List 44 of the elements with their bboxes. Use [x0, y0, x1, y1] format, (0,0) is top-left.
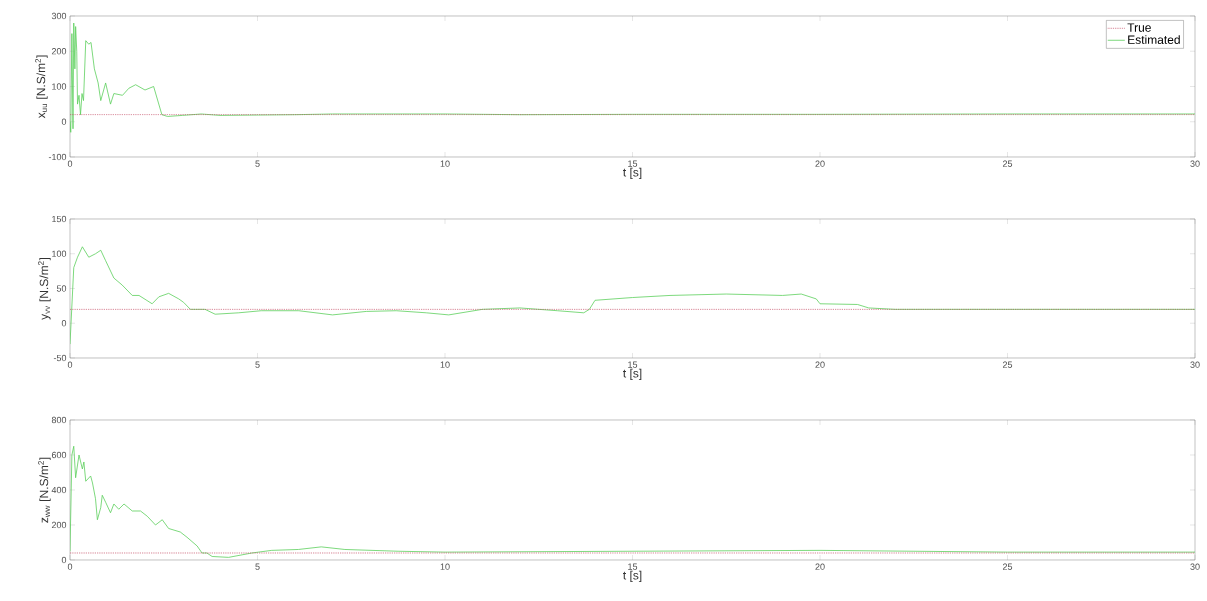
- x-tick-label: 25: [1002, 160, 1013, 167]
- x-tick-label: 30: [1190, 160, 1200, 167]
- y-tick-label: 0: [61, 320, 67, 327]
- x-tick-label: 20: [815, 160, 825, 167]
- y-tick-label: 200: [51, 48, 67, 55]
- y-tick-label: -50: [53, 354, 67, 362]
- x-tick-label: 25: [1002, 563, 1013, 570]
- x-tick-label: 15: [628, 563, 638, 570]
- y-tick-label: 800: [51, 416, 67, 424]
- x-tick-label: 0: [67, 563, 73, 570]
- y-axis-title: y$_{vv}$ [N.S/m$^{2}$]: [38, 257, 51, 320]
- x-axis-title: t [s]: [623, 167, 642, 179]
- y-tick-label: 600: [51, 451, 67, 459]
- x-tick-label: 30: [1190, 361, 1200, 368]
- x-tick-label: 10: [440, 160, 450, 167]
- legend-label: Estimated: [1128, 35, 1180, 44]
- x-axis-title: t [s]: [623, 570, 642, 582]
- x-tick-label: 0: [67, 361, 73, 368]
- x-tick-label: 10: [440, 361, 450, 368]
- y-tick-label: 200: [51, 521, 67, 529]
- legend-label: True: [1127, 23, 1151, 32]
- x-tick-label: 5: [255, 563, 260, 570]
- x-tick-label: 20: [815, 361, 825, 368]
- y-tick-label: 100: [52, 83, 67, 90]
- y-tick-label: -100: [48, 153, 67, 161]
- x-tick-label: 15: [628, 361, 638, 368]
- y-tick-label: 100: [52, 250, 67, 257]
- x-tick-label: 0: [67, 160, 73, 167]
- x-tick-label: 25: [1002, 361, 1013, 368]
- y-tick-label: 400: [51, 486, 67, 494]
- y-tick-label: 0: [61, 556, 67, 564]
- x-tick-label: 20: [815, 563, 825, 570]
- y-axis-title: x$_{uu}$ [N.S/m$^{2}$]: [35, 55, 48, 119]
- y-tick-label: 50: [56, 285, 67, 292]
- x-axis-title: t [s]: [623, 368, 642, 380]
- y-tick-label: 0: [61, 118, 67, 125]
- y-tick-label: 150: [52, 215, 67, 223]
- y-tick-label: 300: [51, 12, 67, 20]
- x-tick-label: 5: [255, 160, 260, 167]
- x-tick-label: 30: [1190, 563, 1200, 570]
- x-tick-label: 10: [440, 563, 450, 570]
- y-axis-title: z$_{ww}$ [N.S/m$^{2}$]: [38, 457, 51, 523]
- x-tick-label: 15: [628, 160, 638, 167]
- x-tick-label: 5: [255, 361, 260, 368]
